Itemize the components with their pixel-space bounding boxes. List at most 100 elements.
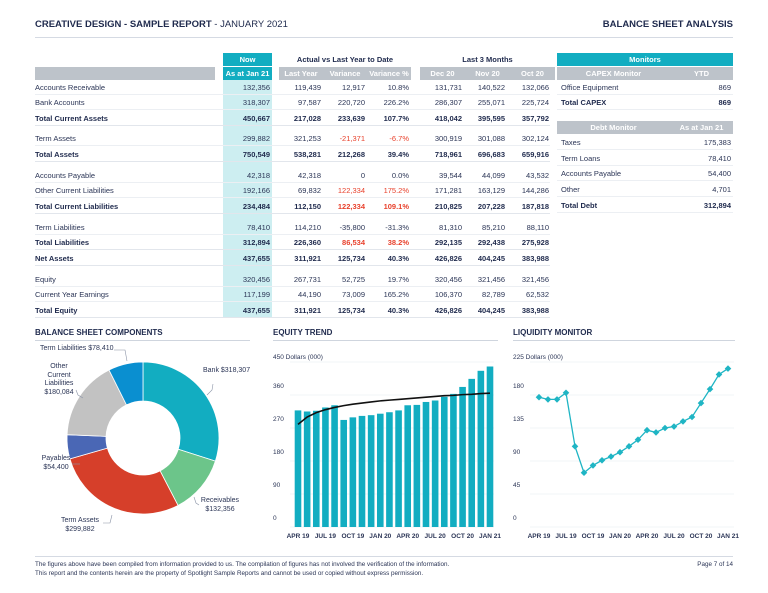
- table-cell: -35,800: [339, 223, 365, 232]
- table-cell: 125,734: [337, 306, 365, 315]
- table-cell: 10.8%: [387, 83, 409, 92]
- label-payables: Payables $54,400: [41, 455, 71, 471]
- x-tick-label: JUL 20: [424, 533, 446, 540]
- table-cell: 122,334: [337, 186, 365, 195]
- liquidity-point: [616, 448, 624, 456]
- label-term-liabilities: Term Liabilities $78,410: [40, 345, 114, 352]
- table-cell: 86,534: [342, 238, 365, 247]
- liquidity-point: [688, 413, 696, 421]
- table-row: Net Assets 437,655 311,921 125,734 40.3% 426,…: [35, 250, 550, 266]
- table-cell: 301,088: [477, 134, 505, 143]
- row-label: Total Liabilities: [35, 238, 90, 247]
- table-row: Total Current Liabilities 234,484 112,150 1…: [35, 198, 550, 214]
- equity-bar: [331, 405, 338, 527]
- x-tick-label: JUL 19: [314, 533, 337, 540]
- donut-slice-term-assets: [69, 447, 179, 515]
- equity-bar: [358, 415, 366, 527]
- table-cell: 225,724: [521, 98, 549, 107]
- x-tick-label: JAN 21: [478, 533, 502, 540]
- liquidity-point: [679, 418, 687, 425]
- table-row: Total Liabilities 312,894 226,360 86,534 38.…: [35, 234, 550, 250]
- table-cell: 450,667: [242, 114, 270, 123]
- table-cell: 300,919: [434, 134, 462, 143]
- table-cell: 418,042: [434, 114, 462, 123]
- table-cell: 210,825: [434, 202, 462, 211]
- table-cell: 82,789: [482, 290, 505, 299]
- col-as-at: As at Jan 21: [223, 67, 272, 80]
- table-cell: 44,099: [482, 171, 505, 180]
- equity-bar: [486, 366, 494, 527]
- label-bank: Bank $318,307: [203, 367, 251, 374]
- row-label: Current Year Earnings: [35, 290, 109, 299]
- table-cell: 40.3%: [387, 306, 409, 315]
- table-cell: 233,639: [337, 114, 365, 123]
- row-label: Total Assets: [35, 150, 79, 159]
- equity-bar: [413, 404, 421, 527]
- row-label: Accounts Payable: [35, 171, 96, 180]
- row-label: Equity: [35, 275, 56, 284]
- table-cell: 0: [360, 171, 365, 180]
- monitors-title: Monitors: [557, 53, 733, 66]
- table-cell: 212,268: [337, 150, 365, 159]
- y-tick-label: 0: [273, 515, 277, 522]
- x-tick-label: JAN 20: [608, 533, 632, 540]
- table-cell: 42,318: [298, 171, 321, 180]
- equity-bar: [468, 378, 476, 527]
- equity-bar: [349, 417, 357, 527]
- equity-bar: [376, 413, 384, 527]
- table-row: Total Assets 750,549 538,281 212,268 39.4% 71…: [35, 146, 550, 162]
- leader-line: [103, 514, 113, 524]
- table-cell: 39,544: [439, 171, 462, 180]
- liquidity-point: [535, 393, 543, 401]
- table-cell: 292,438: [477, 238, 505, 247]
- monitor-value: 175,383: [703, 138, 731, 147]
- table-cell: 97,587: [298, 98, 321, 107]
- debt-header: Debt Monitor: [557, 121, 670, 134]
- table-cell: 175.2%: [383, 186, 409, 195]
- table-row: Accounts Receivable 132,356 119,439 12,917 1…: [35, 79, 550, 95]
- liquidity-point: [670, 423, 678, 430]
- row-label: Accounts Receivable: [35, 83, 106, 92]
- row-label: Total Equity: [35, 306, 78, 315]
- table-cell: 220,720: [337, 98, 365, 107]
- table-cell: 81,310: [439, 223, 462, 232]
- table-cell: 163,129: [477, 186, 505, 195]
- label-term-assets: Term Assets $299,882: [60, 517, 100, 533]
- table-row: Term Assets 299,882 321,253 -21,371 -6.7% 300…: [35, 130, 550, 146]
- capex-header: CAPEX Monitor: [557, 67, 670, 80]
- table-cell: 321,253: [293, 134, 321, 143]
- liquidity-point: [724, 365, 732, 372]
- y-tick-label: 360: [273, 383, 284, 390]
- y-tick-label: 0: [513, 515, 517, 522]
- leader-line: [75, 389, 84, 399]
- liquidity-point: [643, 426, 651, 434]
- table-cell: 42,318: [247, 171, 270, 180]
- table-cell: 112,150: [294, 202, 321, 211]
- table-cell: 171,281: [434, 186, 462, 195]
- table-cell: 318,307: [242, 98, 270, 107]
- col-variance-pct: Variance %: [367, 67, 411, 80]
- table-row: Other Current Liabilities 192,166 69,832 12…: [35, 182, 550, 198]
- equity-bar: [395, 410, 402, 527]
- table-cell: 321,456: [477, 275, 505, 284]
- table-cell: 299,882: [242, 134, 270, 143]
- equity-bar: [340, 419, 348, 527]
- row-label: Total Current Assets: [35, 114, 108, 123]
- page-number: Page 7 of 14: [697, 561, 733, 568]
- table-cell: 404,245: [477, 254, 505, 263]
- equity-bar: [303, 411, 311, 527]
- report-title: CREATIVE DESIGN - SAMPLE REPORT - JANUAR…: [35, 19, 288, 30]
- monitor-row: Total CAPEX 869: [557, 94, 733, 110]
- monitor-value: 54,400: [708, 169, 731, 178]
- table-cell: 207,228: [477, 202, 505, 211]
- table-row: Bank Accounts 318,307 97,587 220,720 226.2% 2…: [35, 94, 550, 110]
- liquidity-line: [538, 368, 729, 474]
- y-tick-label: 90: [513, 449, 521, 456]
- liquidity-point: [661, 424, 669, 432]
- table-cell: 109.1%: [383, 202, 409, 211]
- divider: [273, 340, 498, 341]
- table-cell: 226.2%: [383, 98, 409, 107]
- table-cell: 320,456: [242, 275, 270, 284]
- monitor-row: Total Debt 312,894: [557, 197, 733, 213]
